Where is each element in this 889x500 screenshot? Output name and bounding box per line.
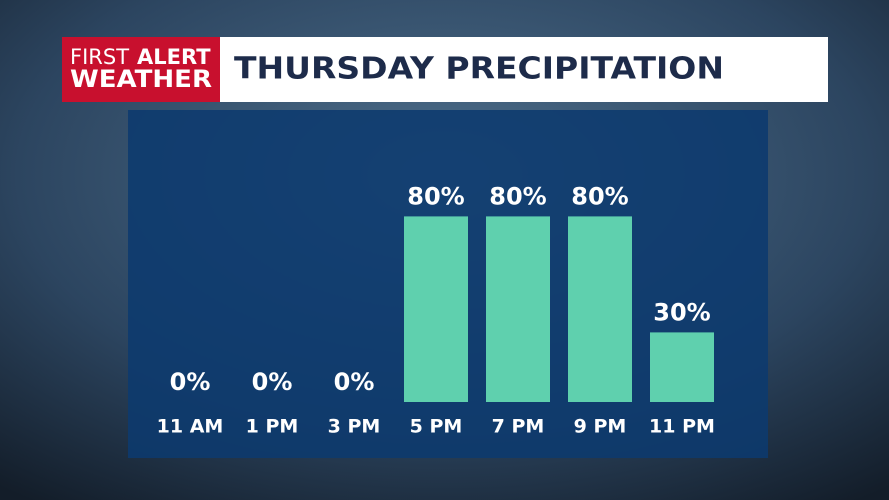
bar [404, 216, 468, 402]
value-label: 30% [653, 298, 710, 326]
value-label: 0% [334, 368, 375, 396]
value-label: 0% [170, 368, 211, 396]
x-tick-label: 9 PM [574, 416, 627, 438]
value-label: 80% [571, 182, 628, 210]
chart-title: THURSDAY PRECIPITATION [234, 52, 724, 87]
x-tick-label: 11 PM [649, 416, 715, 438]
value-label: 80% [407, 182, 464, 210]
x-tick-label: 5 PM [410, 416, 463, 438]
x-tick-label: 7 PM [492, 416, 545, 438]
value-label: 80% [489, 182, 546, 210]
bar [568, 216, 632, 402]
logo-alert: ALERT [137, 45, 211, 69]
bar [486, 216, 550, 402]
value-label: 0% [252, 368, 293, 396]
bar [650, 332, 714, 402]
x-tick-label: 11 AM [157, 416, 224, 438]
x-tick-label: 3 PM [328, 416, 381, 438]
logo-weather: WEATHER [70, 65, 212, 93]
logo-first: FIRST [70, 45, 129, 69]
x-tick-label: 1 PM [246, 416, 299, 438]
logo-box [62, 37, 220, 102]
